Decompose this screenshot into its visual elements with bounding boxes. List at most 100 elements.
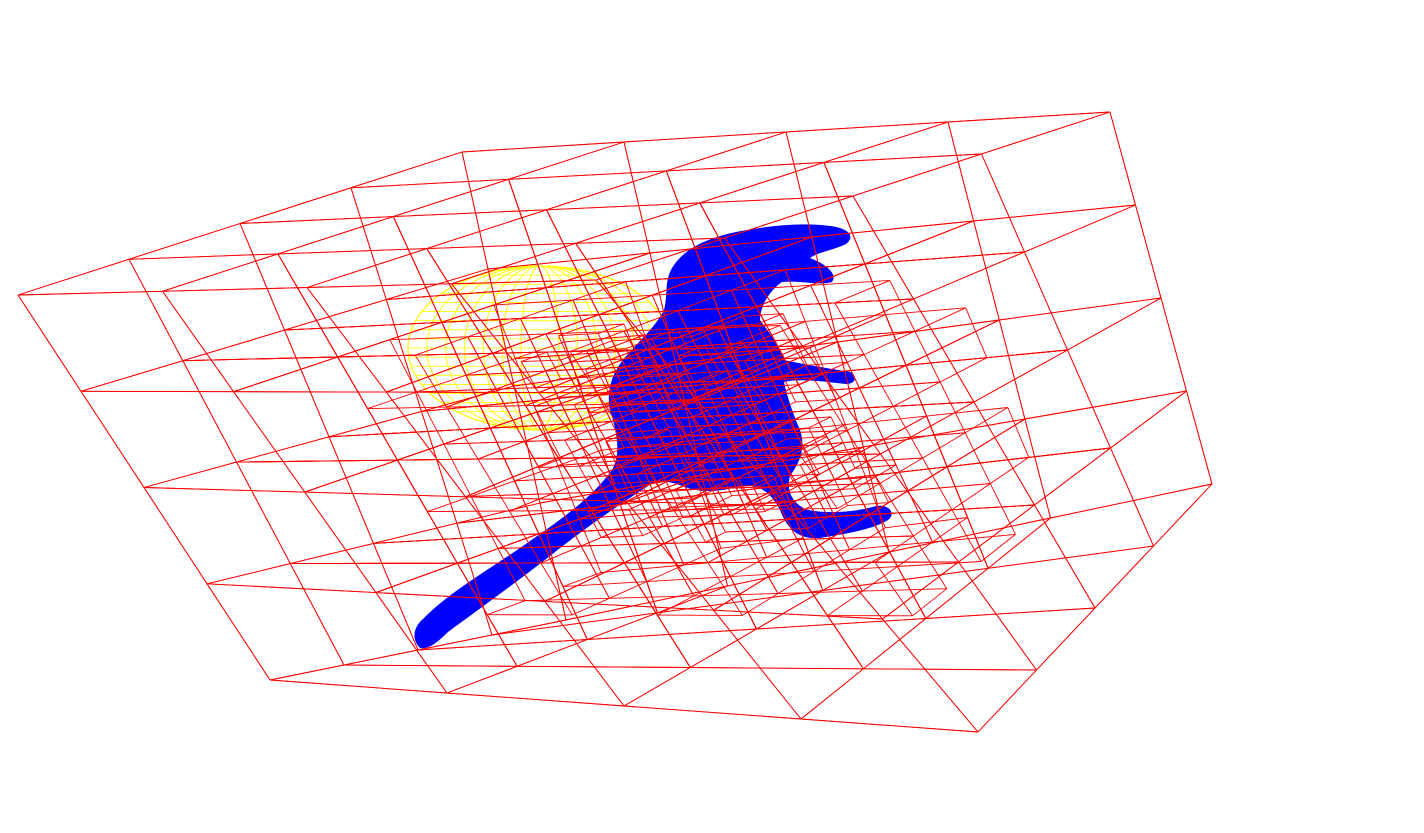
octree-cell-edge: [546, 350, 587, 353]
octree-cell-edge: [625, 348, 641, 376]
octree-cell-edge: [350, 151, 463, 189]
octree-cell-edge: [766, 527, 809, 531]
octree-cell-edge: [861, 450, 876, 478]
octree-cell-edge: [767, 430, 782, 457]
octree-cell-edge: [426, 248, 493, 354]
octree-cell-edge: [694, 388, 719, 400]
octree-cell-edge: [595, 467, 618, 477]
octree-cell-edge: [719, 369, 760, 372]
octree-cell-edge: [731, 478, 745, 506]
octree-cell-edge: [829, 538, 863, 592]
octree-cell-edge: [772, 493, 787, 520]
octree-cell-edge: [677, 289, 732, 312]
octree-cell-edge: [958, 561, 1037, 671]
octree-cell-edge: [624, 445, 665, 449]
octree-cell-edge: [662, 373, 687, 384]
octree-cell-edge: [601, 447, 625, 458]
octree-cell-edge: [717, 343, 745, 355]
octree-cell-edge: [143, 487, 208, 585]
octree-cell-edge: [682, 441, 703, 496]
octree-cell-edge: [277, 248, 427, 255]
octree-cell-edge: [397, 458, 479, 461]
octree-cell-edge: [757, 485, 799, 488]
octree-cell-edge: [651, 419, 666, 446]
octree-cell-edge: [467, 336, 497, 390]
octree-cell-edge: [546, 202, 700, 211]
octree-cell-edge: [786, 516, 828, 520]
octree-cell-edge: [595, 349, 636, 354]
octree-cell-edge: [373, 543, 419, 651]
octree-cell-edge: [584, 323, 624, 328]
octree-cell-edge: [748, 423, 765, 451]
octree-cell-edge: [392, 216, 443, 323]
octree-cell-edge: [732, 412, 773, 416]
octree-cell-edge: [239, 223, 285, 331]
octree-cell-edge: [869, 509, 952, 516]
octree-cell-edge: [947, 121, 975, 222]
octree-cell-edge: [605, 432, 629, 442]
octree-cell-edge: [534, 396, 559, 407]
octree-cell-edge: [809, 347, 824, 374]
octree-cell-edge: [17, 290, 163, 296]
octree-cell-edge: [552, 475, 597, 495]
octree-cell-edge: [656, 479, 698, 482]
octree-cell-edge: [236, 461, 291, 564]
octree-cell-edge: [645, 426, 669, 438]
octree-cell-edge: [610, 356, 651, 361]
octree-cell-edge: [608, 502, 622, 530]
octree-cell-edge: [742, 375, 783, 379]
octree-cell-edge: [1160, 297, 1187, 392]
octree-cell-edge: [1024, 390, 1187, 420]
octree-cell-edge: [579, 456, 602, 467]
octree-cell-edge: [827, 590, 863, 616]
octree-cell-edge: [679, 455, 692, 483]
octree-cell-edge: [711, 503, 753, 507]
octree-cell-edge: [386, 391, 539, 394]
octree-cell-edge: [702, 380, 716, 408]
octree-cell-edge: [490, 411, 537, 429]
octree-cell-edge: [790, 416, 832, 421]
octree-cell-edge: [547, 423, 572, 434]
octree-cell-edge: [907, 466, 948, 492]
octree-cell-edge: [586, 340, 613, 351]
octree-cell-edge: [811, 236, 838, 343]
octree-cell-edge: [598, 294, 653, 316]
octree-cell-edge: [724, 328, 745, 381]
octree-cell-edge: [744, 341, 838, 382]
octree-cell-edge: [864, 220, 974, 265]
octree-cell-edge: [810, 279, 890, 286]
octree-cell-edge: [981, 153, 1025, 253]
octree-cell-edge: [731, 492, 774, 497]
octree-cell-edge: [799, 454, 838, 509]
octree-cell-edge: [845, 415, 927, 426]
octree-cell-edge: [825, 490, 909, 499]
octree-cell-edge: [797, 485, 831, 539]
octree-cell-edge: [337, 339, 390, 358]
octree-cell-edge: [417, 634, 493, 651]
octree-cell-edge: [665, 362, 705, 366]
octree-cell-edge: [746, 540, 779, 594]
octree-cell-edge: [662, 517, 683, 528]
octree-cell-edge: [791, 538, 831, 563]
octree-cell-edge: [800, 718, 979, 733]
octree-cell-edge: [772, 401, 796, 414]
octree-cell-edge: [701, 494, 722, 549]
octree-cell-edge: [524, 439, 565, 442]
octree-cell-edge: [625, 364, 666, 368]
octree-cell-edge: [639, 458, 663, 513]
octree-cell-edge: [610, 421, 625, 448]
octree-cell-edge: [682, 442, 706, 454]
octree-cell-edge: [650, 347, 676, 358]
octree-cell-edge: [863, 330, 916, 356]
octree-cell-edge: [674, 409, 688, 437]
octree-cell-edge: [733, 380, 767, 434]
octree-cell-edge: [508, 179, 547, 288]
octree-cell-edge: [649, 490, 671, 501]
octree-cell-edge: [206, 563, 291, 585]
octree-cell-edge: [799, 430, 847, 456]
octree-cell-edge: [785, 131, 813, 238]
octree-cell-edge: [717, 315, 744, 327]
octree-cell-edge: [704, 345, 720, 372]
